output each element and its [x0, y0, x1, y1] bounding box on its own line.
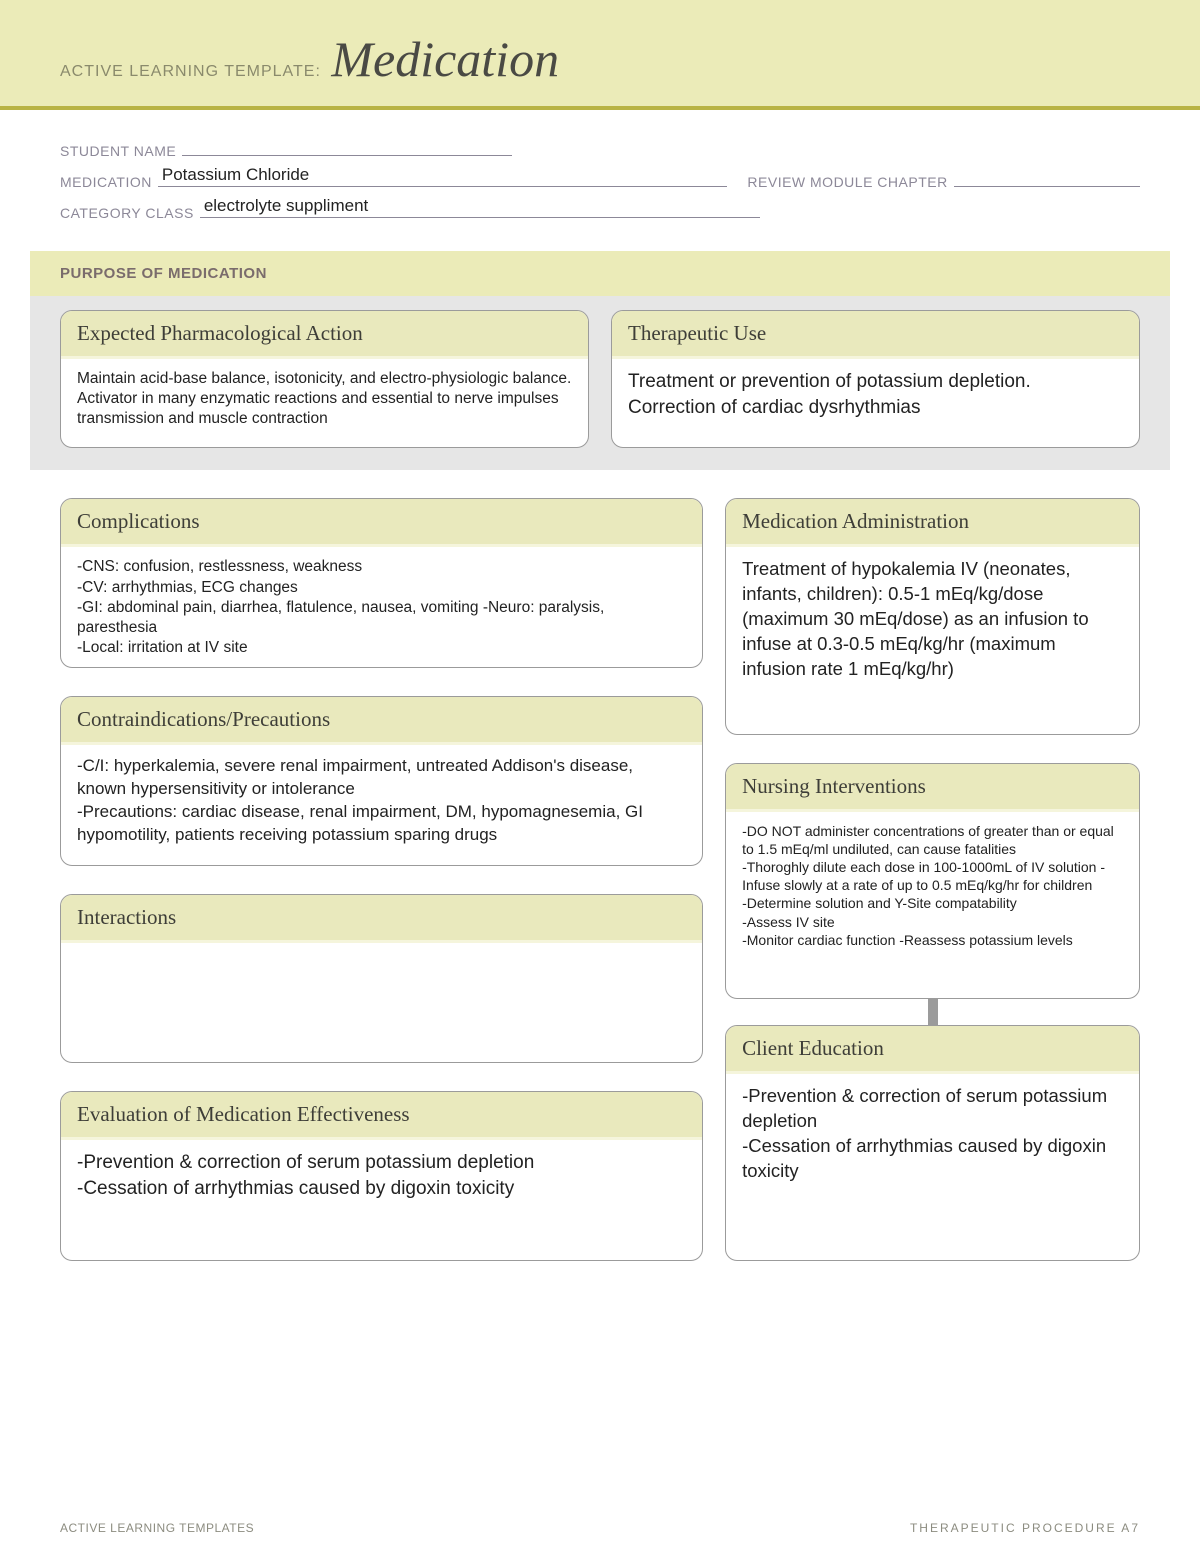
spacer [725, 735, 1140, 763]
card-pharm-action: Expected Pharmacological Action Maintain… [60, 310, 589, 448]
card-body: -DO NOT administer concentrations of gre… [726, 812, 1139, 967]
card-nursing: Nursing Interventions -DO NOT administer… [725, 763, 1140, 999]
banner-prefix: ACTIVE LEARNING TEMPLATE: [60, 63, 321, 81]
banner: ACTIVE LEARNING TEMPLATE: Medication [0, 0, 1200, 110]
footer-left: ACTIVE LEARNING TEMPLATES [60, 1521, 254, 1535]
card-body: Treatment or prevention of potassium dep… [612, 359, 1139, 438]
card-interactions: Interactions [60, 894, 703, 1064]
card-administration: Medication Administration Treatment of h… [725, 498, 1140, 734]
card-evaluation: Evaluation of Medication Effectiveness -… [60, 1091, 703, 1261]
category-label: CATEGORY CLASS [60, 205, 194, 221]
main-grid: Complications -CNS: confusion, restlessn… [0, 470, 1200, 1260]
column-right: Medication Administration Treatment of h… [725, 498, 1140, 1260]
card-body: -CNS: confusion, restlessness, weakness … [61, 547, 702, 668]
category-field[interactable]: electrolyte suppliment [200, 200, 760, 218]
category-row: CATEGORY CLASS electrolyte suppliment [60, 200, 1140, 221]
student-name-label: STUDENT NAME [60, 143, 176, 159]
meta-section: STUDENT NAME MEDICATION Potassium Chlori… [0, 110, 1200, 251]
page: ACTIVE LEARNING TEMPLATE: Medication STU… [0, 0, 1200, 1553]
purpose-block: PURPOSE OF MEDICATION Expected Pharmacol… [30, 251, 1170, 470]
card-title: Client Education [726, 1026, 1139, 1074]
card-body: -Prevention & correction of serum potass… [726, 1074, 1139, 1224]
category-value: electrolyte suppliment [204, 196, 368, 216]
card-title: Medication Administration [726, 499, 1139, 547]
card-client-education: Client Education -Prevention & correctio… [725, 1025, 1140, 1261]
medication-review-row: MEDICATION Potassium Chloride REVIEW MOD… [60, 169, 1140, 190]
medication-label: MEDICATION [60, 174, 152, 190]
banner-title: Medication [331, 30, 559, 88]
purpose-grid: Expected Pharmacological Action Maintain… [30, 296, 1170, 448]
purpose-header: PURPOSE OF MEDICATION [30, 251, 1170, 296]
card-contraindications: Contraindications/Precautions -C/I: hype… [60, 696, 703, 866]
card-title: Therapeutic Use [612, 311, 1139, 359]
review-module-field[interactable] [954, 169, 1140, 187]
footer: ACTIVE LEARNING TEMPLATES THERAPEUTIC PR… [60, 1521, 1140, 1535]
card-complications: Complications -CNS: confusion, restlessn… [60, 498, 703, 668]
card-therapeutic-use: Therapeutic Use Treatment or prevention … [611, 310, 1140, 448]
card-body: Maintain acid-base balance, isotonicity,… [61, 359, 588, 447]
card-title: Contraindications/Precautions [61, 697, 702, 745]
card-title: Evaluation of Medication Effectiveness [61, 1092, 702, 1140]
card-title: Expected Pharmacological Action [61, 311, 588, 359]
medication-value: Potassium Chloride [162, 165, 309, 185]
card-title: Interactions [61, 895, 702, 943]
column-left: Complications -CNS: confusion, restlessn… [60, 498, 703, 1260]
connector-line [928, 999, 938, 1025]
student-name-field[interactable] [182, 138, 512, 156]
student-name-row: STUDENT NAME [60, 138, 1140, 159]
card-body: Treatment of hypokalemia IV (neonates, i… [726, 547, 1139, 700]
card-body: -C/I: hyperkalemia, severe renal impairm… [61, 745, 702, 865]
medication-field[interactable]: Potassium Chloride [158, 169, 728, 187]
card-body [61, 943, 702, 1053]
card-title: Nursing Interventions [726, 764, 1139, 812]
review-module-label: REVIEW MODULE CHAPTER [747, 174, 947, 190]
card-body: -Prevention & correction of serum potass… [61, 1140, 702, 1260]
footer-right: THERAPEUTIC PROCEDURE A7 [910, 1521, 1140, 1535]
card-title: Complications [61, 499, 702, 547]
